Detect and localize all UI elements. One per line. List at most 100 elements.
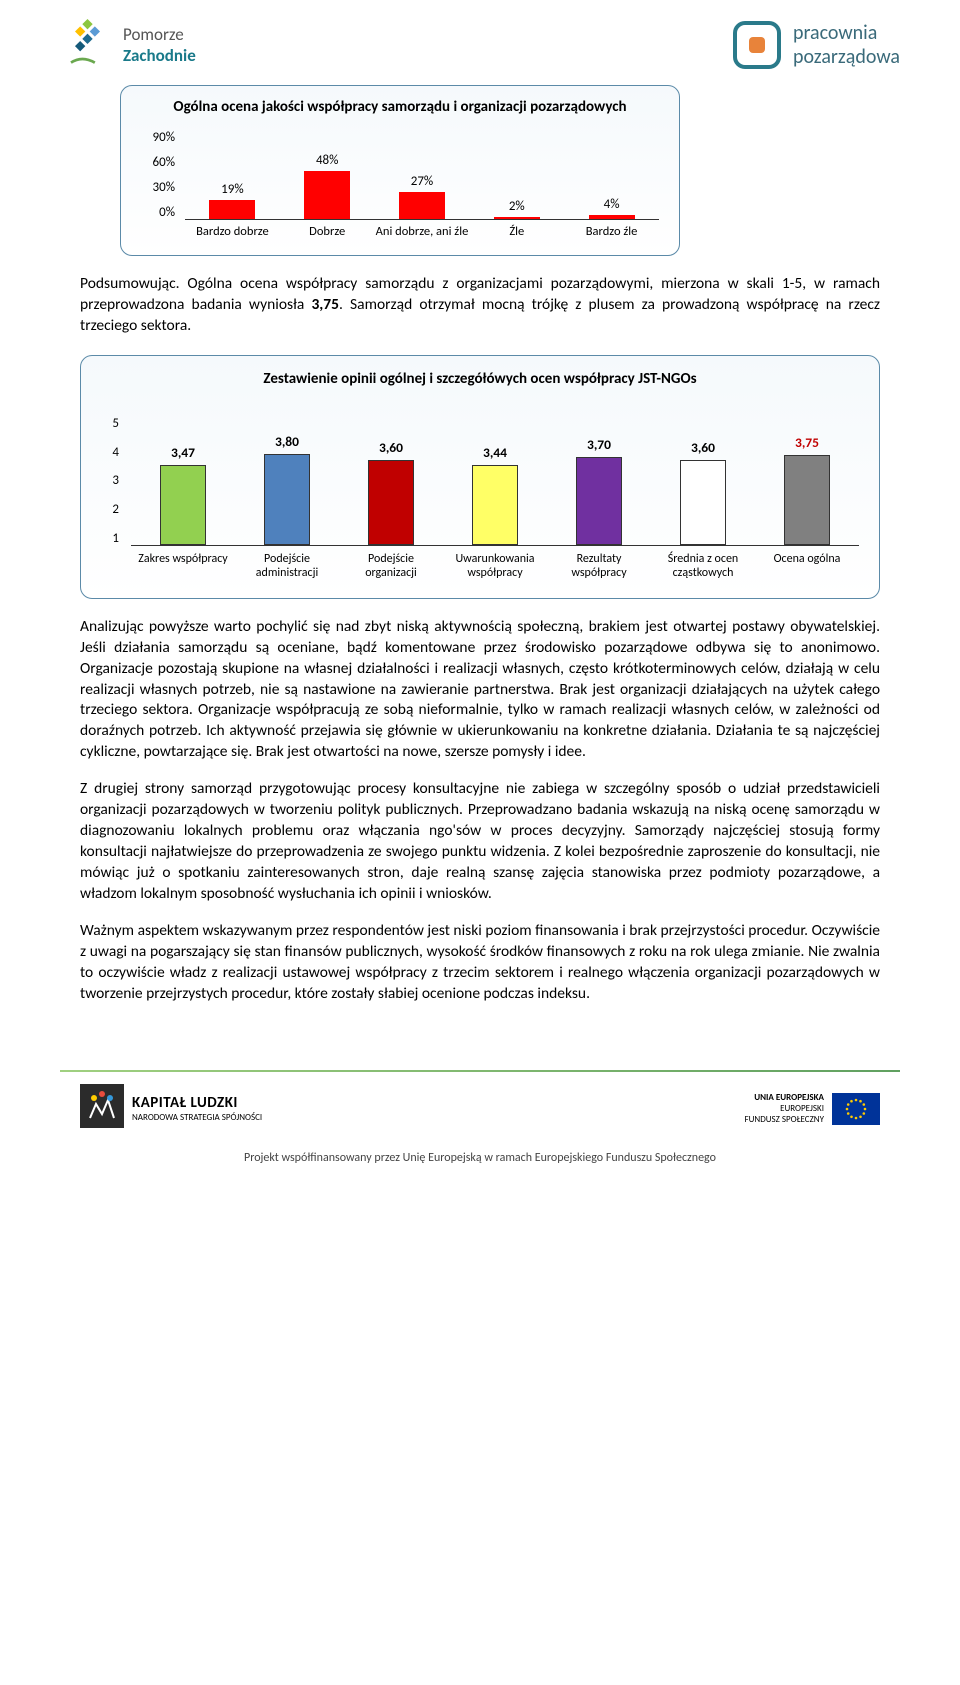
chart1-value-label: 19%	[221, 182, 243, 197]
chart2-yaxis: 5 4 3 2 1	[101, 416, 119, 546]
chart2-value-label: 3,60	[691, 439, 715, 456]
eu-line1: UNIA EUROPEJSKA	[744, 1092, 824, 1103]
chart2-bar	[472, 465, 518, 544]
chart2-bar-col: 3,70	[576, 436, 622, 545]
chart1-ytick: 60%	[141, 155, 175, 170]
chart2-value-label: 3,47	[171, 444, 195, 461]
eu-line2: EUROPEJSKI	[744, 1103, 824, 1114]
footer-eu: UNIA EUROPEJSKA EUROPEJSKI FUNDUSZ SPOŁE…	[744, 1092, 880, 1125]
logo-text-line2: Zachodnie	[123, 45, 196, 66]
chart2-xlabel: Rezultaty współpracy	[547, 552, 651, 580]
paragraph-3: Z drugiej strony samorząd przygotowując …	[80, 779, 880, 905]
chart2-bar-col: 3,44	[472, 444, 518, 544]
chart2-value-label: 3,70	[587, 436, 611, 453]
eu-text: UNIA EUROPEJSKA EUROPEJSKI FUNDUSZ SPOŁE…	[744, 1092, 824, 1125]
chart2-value-label: 3,60	[379, 439, 403, 456]
chart2-bar-col: 3,80	[264, 433, 310, 545]
chart1-ytick: 90%	[141, 130, 175, 145]
chart2-ytick: 5	[101, 416, 119, 431]
chart2-xlabel: Ocena ogólna	[755, 552, 859, 580]
chart2-bar-col: 3,47	[160, 444, 206, 545]
eu-line3: FUNDUSZ SPOŁECZNY	[744, 1114, 824, 1125]
chart1-ytick: 0%	[141, 205, 175, 220]
chart1-bar-col: 4%	[589, 197, 635, 219]
chart1-value-label: 27%	[411, 174, 433, 189]
chart1-plot: 90% 60% 30% 0% 19% 48% 27% 2% 4%	[141, 130, 659, 220]
paragraph-2: Analizując powyższe warto pochylić się n…	[80, 617, 880, 763]
document-content: Ogólna ocena jakości współpracy samorząd…	[0, 85, 960, 1040]
chart1-bar-col: 48%	[304, 153, 350, 219]
chart2-xlabel: Podejście administracji	[235, 552, 339, 580]
chart2-xlabel: Podejście organizacji	[339, 552, 443, 580]
chart1-value-label: 48%	[316, 153, 338, 168]
chart2-ytick: 4	[101, 445, 119, 460]
chart1-bar-col: 27%	[399, 174, 445, 219]
chart2-bar	[784, 455, 830, 544]
chart2-bar	[576, 457, 622, 545]
footer-divider	[60, 1070, 900, 1072]
chart2-value-label: 3,44	[483, 444, 507, 461]
chart1-xaxis: Bardzo dobrzeDobrzeAni dobrze, ani źleŹl…	[185, 224, 659, 239]
chart2-xaxis: Zakres współpracyPodejście administracji…	[131, 552, 859, 580]
chart1-bar	[589, 215, 635, 219]
chart2-ytick: 1	[101, 531, 119, 546]
score-bold: 3,75	[311, 295, 339, 314]
eu-flag-icon	[832, 1093, 880, 1125]
chart1-xlabel: Dobrze	[280, 224, 375, 239]
chart2-bar-col: 3,60	[368, 439, 414, 545]
chart2-bar	[264, 454, 310, 545]
kl-subtitle: NARODOWA STRATEGIA SPÓJNOŚCI	[132, 1112, 262, 1123]
chart2-bar	[368, 460, 414, 545]
chart1-value-label: 2%	[509, 199, 525, 214]
chart1-ytick: 30%	[141, 180, 175, 195]
pracownia-line2: pozarządowa	[793, 45, 900, 69]
chart2-value-label: 3,75	[795, 434, 819, 451]
chart1-bar	[494, 217, 540, 219]
chart1-grid: 19% 48% 27% 2% 4%	[185, 130, 659, 220]
chart1-xlabel: Ani dobrze, ani źle	[375, 224, 470, 239]
chart2-title: Zestawienie opinii ogólnej i szczegółówy…	[101, 370, 859, 388]
chart2-container: Zestawienie opinii ogólnej i szczegółówy…	[80, 355, 880, 599]
page-header: Pomorze Zachodnie pracownia pozarządowa	[0, 0, 960, 85]
chart2-value-label: 3,80	[275, 433, 299, 450]
logo-pracownia-text: pracownia pozarządowa	[793, 21, 900, 69]
footer-funding-line: Projekt współfinansowany przez Unię Euro…	[0, 1141, 960, 1181]
kl-title: KAPITAŁ LUDZKI	[132, 1094, 262, 1112]
chart1-xlabel: Bardzo dobrze	[185, 224, 280, 239]
chart2-bar-col: 3,60	[680, 439, 726, 545]
chart1-yaxis: 90% 60% 30% 0%	[141, 130, 175, 220]
paragraph-1: Podsumowując. Ogólna ocena współpracy sa…	[80, 274, 880, 337]
chart1-xlabel: Bardzo źle	[564, 224, 659, 239]
chart1-bar-col: 2%	[494, 199, 540, 219]
footer-kapital-ludzki: KAPITAŁ LUDZKI NARODOWA STRATEGIA SPÓJNO…	[80, 1084, 262, 1133]
kapital-ludzki-text: KAPITAŁ LUDZKI NARODOWA STRATEGIA SPÓJNO…	[132, 1094, 262, 1123]
chart2-plot: 5 4 3 2 1 3,47 3,80 3,60 3,44 3,70 3,60 3,75	[101, 416, 859, 546]
chart2-ytick: 3	[101, 473, 119, 488]
kapital-ludzki-icon	[80, 1084, 124, 1133]
logo-text-line1: Pomorze	[123, 24, 196, 45]
pracownia-icon	[733, 21, 781, 69]
chart2-cols: 3,47 3,80 3,60 3,44 3,70 3,60 3,75	[131, 416, 859, 546]
logo-pomorze: Pomorze Zachodnie	[60, 15, 196, 75]
logo-pracownia: pracownia pozarządowa	[733, 21, 900, 69]
page-footer: KAPITAŁ LUDZKI NARODOWA STRATEGIA SPÓJNO…	[0, 1084, 960, 1141]
paragraph-4: Ważnym aspektem wskazywanym przez respon…	[80, 921, 880, 1005]
chart1-value-label: 4%	[604, 197, 620, 212]
logo-pomorze-text: Pomorze Zachodnie	[123, 24, 196, 66]
chart1-xlabel: Źle	[469, 224, 564, 239]
pomorze-icon	[60, 15, 115, 75]
chart1-title: Ogólna ocena jakości współpracy samorząd…	[141, 98, 659, 116]
chart2-bar-col: 3,75	[784, 434, 830, 544]
chart2-xlabel: Średnia z ocen cząstkowych	[651, 552, 755, 580]
chart2-xlabel: Zakres współpracy	[131, 552, 235, 580]
chart2-ytick: 2	[101, 502, 119, 517]
chart1-bar	[304, 171, 350, 219]
chart1-bar	[209, 200, 255, 219]
pracownia-line1: pracownia	[793, 21, 900, 45]
chart1-container: Ogólna ocena jakości współpracy samorząd…	[120, 85, 680, 256]
chart2-xlabel: Uwarunkowania współpracy	[443, 552, 547, 580]
chart2-bar	[160, 465, 206, 545]
chart2-bar	[680, 460, 726, 545]
chart1-bar-col: 19%	[209, 182, 255, 219]
chart1-bar	[399, 192, 445, 219]
